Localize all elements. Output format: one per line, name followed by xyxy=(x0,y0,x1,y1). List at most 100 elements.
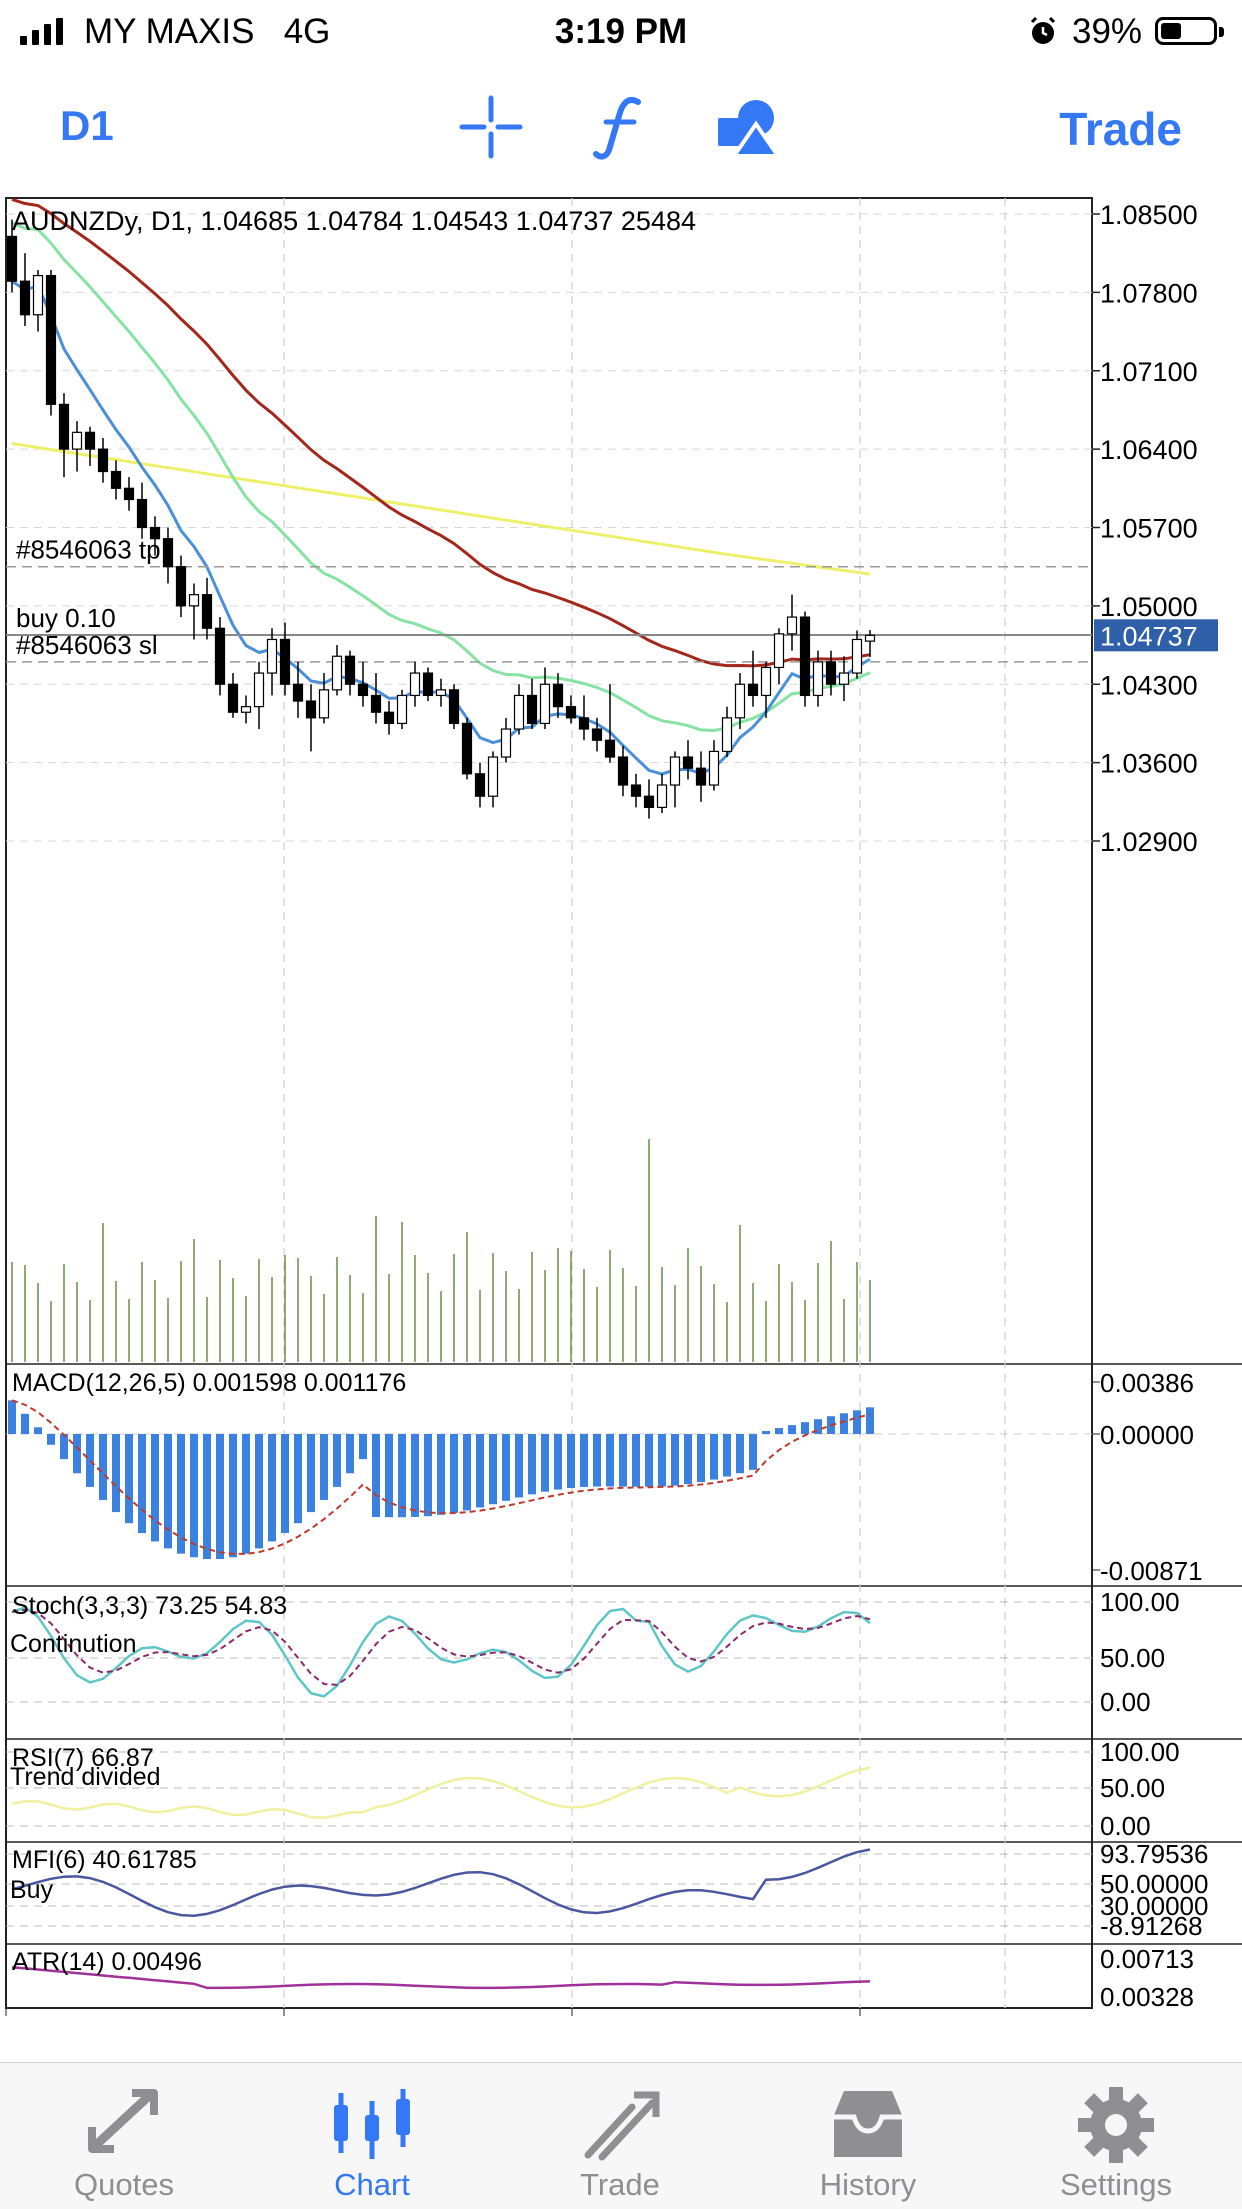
macd-hist-bar xyxy=(242,1434,250,1554)
tab-settings-label: Settings xyxy=(1059,2167,1172,2202)
macd-hist-bar xyxy=(658,1434,666,1487)
macd-hist-bar xyxy=(684,1434,692,1485)
candle-down xyxy=(136,498,148,529)
tab-trade[interactable]: Trade xyxy=(496,2063,744,2209)
candle-up xyxy=(188,594,200,607)
candle-up xyxy=(253,672,265,708)
order-line-label: #8546063 tp xyxy=(16,535,161,565)
macd-hist-bar xyxy=(190,1434,198,1558)
macd-hist-bar xyxy=(34,1427,42,1434)
clock: 3:19 PM xyxy=(554,12,688,51)
tab-chart[interactable]: Chart xyxy=(248,2063,496,2209)
candle-down xyxy=(461,722,473,775)
macd-hist-bar xyxy=(125,1434,133,1524)
price-tick-label: 1.06400 xyxy=(1100,435,1198,465)
chart-frame xyxy=(5,197,1093,2009)
current-price-label: 1.04737 xyxy=(1100,621,1198,651)
macd-hist-bar xyxy=(788,1425,796,1434)
candle-down xyxy=(552,683,564,708)
tab-history[interactable]: History xyxy=(744,2063,992,2209)
macd-hist-bar xyxy=(385,1434,393,1518)
macd-hist-bar xyxy=(8,1400,16,1434)
candle-down xyxy=(214,627,226,685)
carrier-label: MY MAXIS 4G xyxy=(84,12,331,51)
macd-hist-bar xyxy=(398,1434,406,1518)
function-icon[interactable] xyxy=(592,94,650,165)
macd-hist-bar xyxy=(437,1434,445,1515)
macd-hist-bar xyxy=(450,1434,458,1513)
macd-hist-bar xyxy=(164,1434,172,1549)
macd-hist-bar xyxy=(567,1434,575,1488)
atr-line xyxy=(11,1965,871,1990)
mfi-line xyxy=(11,1848,871,1917)
candle-up xyxy=(487,756,499,797)
price-tick-label: 1.08500 xyxy=(1100,200,1198,230)
macd-hist-bar xyxy=(476,1434,484,1508)
candles xyxy=(6,219,876,819)
objects-icon[interactable] xyxy=(716,94,784,165)
crosshair-icon[interactable] xyxy=(458,94,524,165)
macd-hist-bar xyxy=(554,1434,562,1490)
macd-hist-bar xyxy=(814,1419,822,1434)
stoch-tick-label: 100.00 xyxy=(1100,1587,1180,1617)
gear-icon xyxy=(1078,2087,1154,2163)
macd-hist-bar xyxy=(21,1413,29,1434)
macd-hist-bar xyxy=(216,1434,224,1560)
timeframe-button[interactable]: D1 xyxy=(60,102,114,149)
macd-hist-bar xyxy=(697,1434,705,1483)
tab-settings[interactable]: Settings xyxy=(992,2063,1240,2209)
candle-down xyxy=(799,616,811,697)
rsi-tick-label: 100.00 xyxy=(1100,1737,1180,1767)
macd-hist-bar xyxy=(47,1434,55,1445)
candle-up xyxy=(240,706,252,713)
stoch-pane: 100.00 50.00 0.00 xyxy=(6,1587,1180,1717)
candle-down xyxy=(643,795,655,809)
macd-hist-bar xyxy=(203,1434,211,1560)
macd-label: MACD(12,26,5) 0.001598 0.001176 xyxy=(12,1369,406,1397)
candle-down xyxy=(604,739,616,758)
stoch-sublabel: Continution xyxy=(10,1630,136,1658)
macd-hist-bar xyxy=(502,1434,510,1501)
macd-hist-bar xyxy=(619,1434,627,1487)
chart-area[interactable]: #8546063 tp buy 0.10 #8546063 sl 1.08500 1.… xyxy=(0,196,1242,2048)
macd-hist-bar xyxy=(606,1434,614,1487)
mfi-tick-label: 30.00000 xyxy=(1100,1891,1208,1921)
candle-down xyxy=(474,773,486,797)
candle-down xyxy=(162,538,174,568)
candle-down xyxy=(695,767,707,786)
stoch-signal-line xyxy=(11,1608,871,1686)
tab-quotes[interactable]: Quotes xyxy=(0,2063,248,2209)
order-lines: #8546063 tp buy 0.10#8546063 sl xyxy=(6,535,1092,663)
battery-percent: 39% xyxy=(1072,12,1143,51)
candle-down xyxy=(45,274,57,405)
chart-icon xyxy=(334,2089,410,2159)
atr-tick-label: 0.00328 xyxy=(1100,1982,1194,2012)
tab-trade-label: Trade xyxy=(580,2167,660,2202)
macd-hist-bar xyxy=(710,1434,718,1480)
candle-up xyxy=(331,655,343,691)
macd-hist-bar xyxy=(86,1434,94,1487)
macd-tick-label: 0.00000 xyxy=(1100,1420,1194,1450)
order-line-label: buy 0.10 xyxy=(16,603,116,633)
date-label: 19 Feb 2020 xyxy=(862,2018,1014,2022)
candle-up xyxy=(513,694,525,730)
macd-hist-bar xyxy=(840,1413,848,1434)
macd-hist-bar xyxy=(853,1410,861,1434)
trade-button[interactable]: Trade xyxy=(1059,103,1182,155)
candle-down xyxy=(591,728,603,741)
candle-down xyxy=(630,784,642,797)
date-label: 7 Nov 2019 xyxy=(0,2018,128,2022)
status-bar: MY MAXIS 4G 3:19 PM 39% xyxy=(0,0,1242,62)
chart-toolbar: D1 Trade xyxy=(0,62,1242,192)
candle-up xyxy=(851,638,863,674)
macd-hist-bar xyxy=(359,1434,367,1460)
rsi-tick-label: 50.00 xyxy=(1100,1773,1165,1803)
macd-hist-bar xyxy=(489,1434,497,1505)
stoch-line xyxy=(11,1606,871,1698)
candle-down xyxy=(682,756,694,769)
trade-icon xyxy=(584,2091,660,2161)
candle-up xyxy=(409,672,421,697)
macd-hist-bar xyxy=(593,1434,601,1487)
